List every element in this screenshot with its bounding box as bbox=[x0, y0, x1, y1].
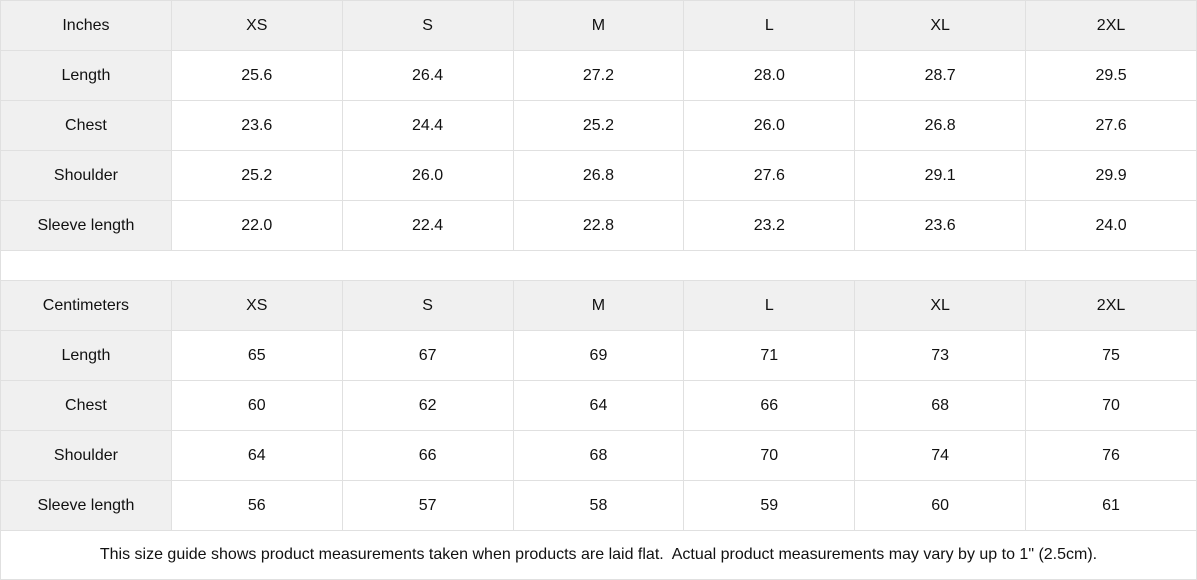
measurement-cell: 73 bbox=[854, 330, 1027, 381]
measurement-cell: 29.5 bbox=[1025, 50, 1197, 101]
measurement-cell: 26.8 bbox=[854, 100, 1027, 151]
measurement-cell: 25.2 bbox=[170, 150, 343, 201]
measurement-cell: 26.8 bbox=[512, 150, 685, 201]
measurement-cell: 68 bbox=[854, 380, 1027, 431]
unit-label-cell: Centimeters bbox=[0, 280, 172, 331]
measurement-cell: 26.4 bbox=[341, 50, 514, 101]
measurement-cell: 22.0 bbox=[170, 200, 343, 251]
measurement-cell: 68 bbox=[512, 430, 685, 481]
size-header-cell: 2XL bbox=[1025, 0, 1197, 51]
size-header-cell: S bbox=[341, 280, 514, 331]
row-label-cell: Chest bbox=[0, 380, 172, 431]
measurement-cell: 23.6 bbox=[854, 200, 1027, 251]
size-header-cell: 2XL bbox=[1025, 280, 1197, 331]
measurement-cell: 22.8 bbox=[512, 200, 685, 251]
measurement-cell: 22.4 bbox=[341, 200, 514, 251]
size-header-cell: S bbox=[341, 0, 514, 51]
measurement-cell: 60 bbox=[854, 480, 1027, 531]
measurement-cell: 66 bbox=[683, 380, 856, 431]
measurement-cell: 59 bbox=[683, 480, 856, 531]
size-header-cell: M bbox=[512, 280, 685, 331]
inches-size-table: Inches XS S M L XL 2XL Length 25.6 26.4 … bbox=[0, 0, 1197, 251]
measurement-cell: 28.7 bbox=[854, 50, 1027, 101]
centimeters-header-row: Centimeters XS S M L XL 2XL bbox=[0, 280, 1197, 331]
measurement-cell: 66 bbox=[341, 430, 514, 481]
size-header-cell: L bbox=[683, 280, 856, 331]
size-guide-note: This size guide shows product measuremen… bbox=[0, 531, 1197, 580]
size-header-cell: XS bbox=[170, 280, 343, 331]
size-header-cell: L bbox=[683, 0, 856, 51]
measurement-cell: 23.2 bbox=[683, 200, 856, 251]
row-label-cell: Length bbox=[0, 50, 172, 101]
measurement-cell: 65 bbox=[170, 330, 343, 381]
measurement-cell: 70 bbox=[1025, 380, 1197, 431]
measurement-row: Length 25.6 26.4 27.2 28.0 28.7 29.5 bbox=[0, 50, 1197, 101]
size-header-cell: M bbox=[512, 0, 685, 51]
measurement-cell: 29.1 bbox=[854, 150, 1027, 201]
size-header-cell: XL bbox=[854, 280, 1027, 331]
measurement-cell: 24.0 bbox=[1025, 200, 1197, 251]
measurement-cell: 75 bbox=[1025, 330, 1197, 381]
measurement-cell: 27.6 bbox=[1025, 100, 1197, 151]
measurement-cell: 25.2 bbox=[512, 100, 685, 151]
measurement-cell: 61 bbox=[1025, 480, 1197, 531]
measurement-cell: 27.6 bbox=[683, 150, 856, 201]
measurement-cell: 60 bbox=[170, 380, 343, 431]
measurement-cell: 24.4 bbox=[341, 100, 514, 151]
unit-label-cell: Inches bbox=[0, 0, 172, 51]
measurement-cell: 25.6 bbox=[170, 50, 343, 101]
size-header-cell: XS bbox=[170, 0, 343, 51]
inches-header-row: Inches XS S M L XL 2XL bbox=[0, 0, 1197, 51]
measurement-cell: 28.0 bbox=[683, 50, 856, 101]
measurement-cell: 26.0 bbox=[683, 100, 856, 151]
row-label-cell: Shoulder bbox=[0, 150, 172, 201]
centimeters-size-table: Centimeters XS S M L XL 2XL Length 65 67… bbox=[0, 280, 1197, 531]
row-label-cell: Length bbox=[0, 330, 172, 381]
measurement-cell: 23.6 bbox=[170, 100, 343, 151]
row-label-cell: Sleeve length bbox=[0, 480, 172, 531]
measurement-cell: 26.0 bbox=[341, 150, 514, 201]
measurement-row: Chest 60 62 64 66 68 70 bbox=[0, 380, 1197, 431]
measurement-cell: 62 bbox=[341, 380, 514, 431]
measurement-cell: 64 bbox=[170, 430, 343, 481]
measurement-row: Sleeve length 22.0 22.4 22.8 23.2 23.6 2… bbox=[0, 200, 1197, 251]
measurement-row: Length 65 67 69 71 73 75 bbox=[0, 330, 1197, 381]
measurement-cell: 27.2 bbox=[512, 50, 685, 101]
measurement-cell: 57 bbox=[341, 480, 514, 531]
measurement-cell: 67 bbox=[341, 330, 514, 381]
table-spacer bbox=[0, 251, 1197, 280]
measurement-row: Shoulder 64 66 68 70 74 76 bbox=[0, 430, 1197, 481]
row-label-cell: Chest bbox=[0, 100, 172, 151]
measurement-cell: 69 bbox=[512, 330, 685, 381]
row-label-cell: Shoulder bbox=[0, 430, 172, 481]
measurement-row: Sleeve length 56 57 58 59 60 61 bbox=[0, 480, 1197, 531]
measurement-cell: 29.9 bbox=[1025, 150, 1197, 201]
measurement-cell: 71 bbox=[683, 330, 856, 381]
measurement-row: Chest 23.6 24.4 25.2 26.0 26.8 27.6 bbox=[0, 100, 1197, 151]
measurement-cell: 64 bbox=[512, 380, 685, 431]
measurement-cell: 58 bbox=[512, 480, 685, 531]
measurement-cell: 74 bbox=[854, 430, 1027, 481]
measurement-cell: 56 bbox=[170, 480, 343, 531]
measurement-row: Shoulder 25.2 26.0 26.8 27.6 29.1 29.9 bbox=[0, 150, 1197, 201]
measurement-cell: 70 bbox=[683, 430, 856, 481]
row-label-cell: Sleeve length bbox=[0, 200, 172, 251]
measurement-cell: 76 bbox=[1025, 430, 1197, 481]
size-header-cell: XL bbox=[854, 0, 1027, 51]
